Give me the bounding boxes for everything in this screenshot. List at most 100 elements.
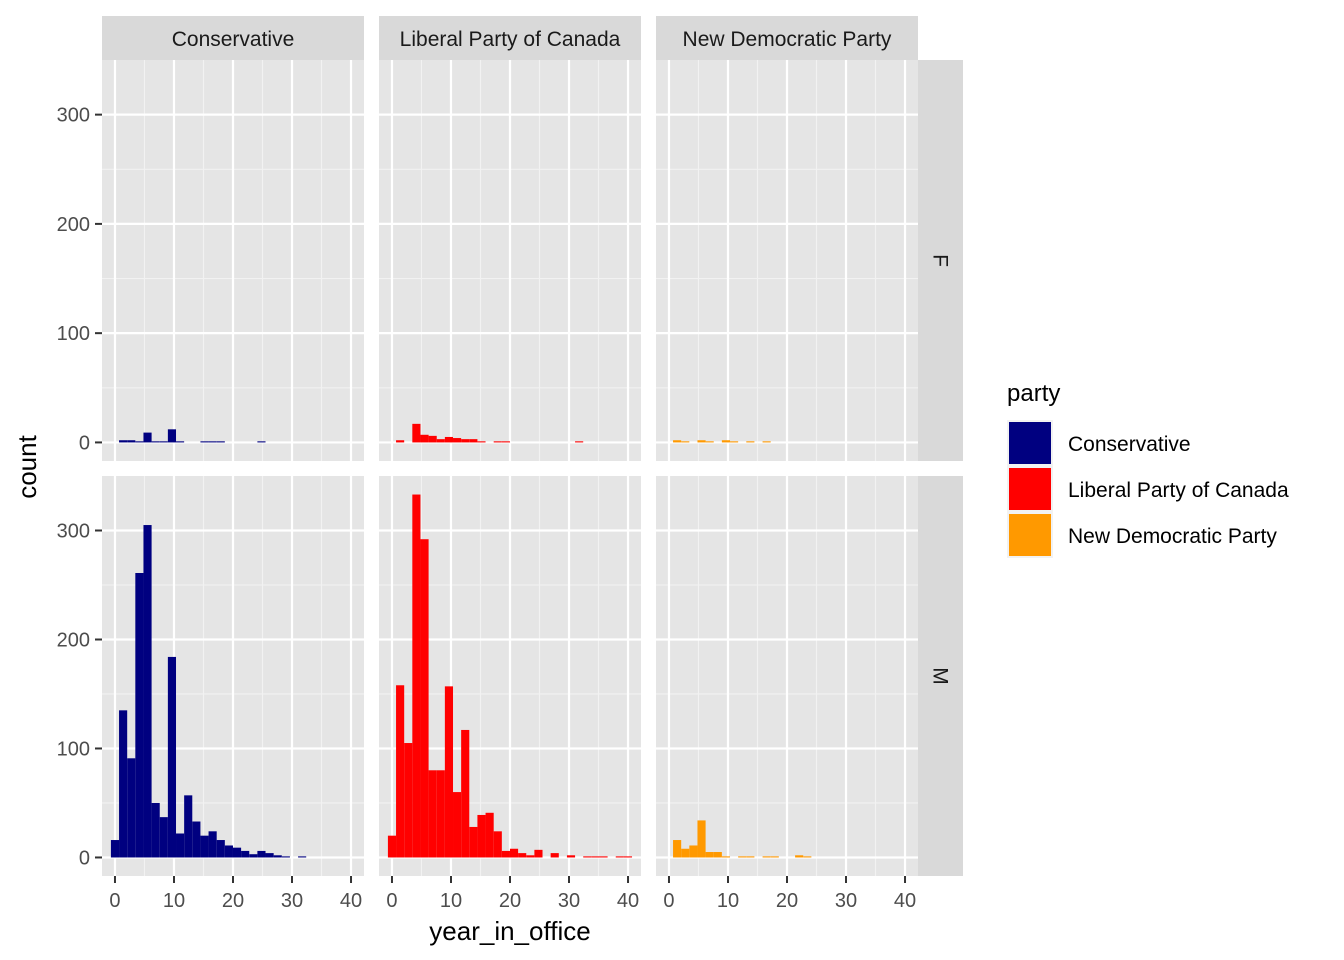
histogram-bar xyxy=(501,441,510,443)
strip-label: New Democratic Party xyxy=(683,28,892,51)
histogram-bar xyxy=(420,434,429,443)
histogram-bar xyxy=(469,826,478,858)
histogram-bar xyxy=(485,812,494,858)
strip-background xyxy=(102,16,364,60)
x-tick-label: 40 xyxy=(894,890,916,912)
histogram-bar xyxy=(110,840,120,858)
histogram-bar xyxy=(721,856,731,858)
strip-label: F xyxy=(929,254,952,267)
histogram-bar xyxy=(428,435,437,443)
histogram-bar xyxy=(689,845,698,858)
x-tick-label: 30 xyxy=(281,890,303,912)
histogram-bar xyxy=(412,423,421,443)
histogram-bar xyxy=(681,441,690,443)
y-tick-label: 200 xyxy=(57,629,90,651)
histogram-bar xyxy=(281,856,290,858)
histogram-bar xyxy=(159,817,168,858)
legend-swatch xyxy=(1009,468,1051,510)
y-tick-label: 100 xyxy=(57,323,90,345)
x-tick-label: 0 xyxy=(109,890,120,912)
histogram-bar xyxy=(673,840,682,858)
histogram-bar xyxy=(566,855,576,858)
strip-conservative: Conservative xyxy=(102,16,364,60)
histogram-bar xyxy=(501,850,510,858)
histogram-bar xyxy=(469,439,478,443)
histogram-bar xyxy=(200,441,209,443)
histogram-bar xyxy=(705,852,714,858)
legend-item-liberal-party-of-canada: Liberal Party of Canada xyxy=(1007,466,1289,512)
y-axis-title: count xyxy=(12,434,42,498)
histogram-bar xyxy=(721,440,731,443)
histogram-bar xyxy=(420,539,429,858)
y-tick-label: 0 xyxy=(79,432,90,454)
x-tick-label: 10 xyxy=(440,890,462,912)
histogram-bar xyxy=(224,845,233,858)
histogram-bar xyxy=(119,710,128,858)
histogram-bar xyxy=(192,821,201,858)
histogram-bar xyxy=(697,820,706,858)
histogram-bar xyxy=(127,758,136,858)
strip-label: M xyxy=(929,667,952,685)
x-tick-label: 30 xyxy=(558,890,580,912)
histogram-bar xyxy=(143,525,152,858)
histogram-bar xyxy=(746,441,755,443)
histogram-bar xyxy=(453,438,462,443)
legend-title: party xyxy=(1007,380,1060,407)
histogram-bar xyxy=(477,441,486,443)
histogram-bar xyxy=(436,439,445,443)
histogram-bar xyxy=(404,743,413,858)
strip-new-democratic-party: New Democratic Party xyxy=(656,16,918,60)
histogram-bar xyxy=(135,441,144,443)
histogram-bar xyxy=(493,831,502,858)
histogram-bar xyxy=(803,856,812,858)
legend-label: Liberal Party of Canada xyxy=(1068,479,1289,502)
histogram-bar xyxy=(697,440,706,443)
legend-swatch xyxy=(1009,514,1051,556)
histogram-bar xyxy=(159,441,168,443)
histogram-bar xyxy=(477,814,486,858)
panel-conservative-m xyxy=(102,476,364,876)
histogram-bar xyxy=(151,802,160,858)
x-tick-label: 20 xyxy=(776,890,798,912)
histogram-bar xyxy=(591,856,600,858)
panels-layer xyxy=(102,60,918,876)
histogram-bar xyxy=(167,656,177,858)
histogram-bar xyxy=(730,441,739,443)
histogram-bar xyxy=(176,441,185,443)
x-tick-label: 30 xyxy=(835,890,857,912)
strip-label: Liberal Party of Canada xyxy=(400,28,621,51)
x-tick-label: 40 xyxy=(617,890,639,912)
x-tick-label: 10 xyxy=(163,890,185,912)
histogram-bar xyxy=(518,853,527,858)
histogram-bar xyxy=(575,441,584,443)
histogram-bar xyxy=(387,835,397,858)
histogram-bar xyxy=(534,849,543,858)
histogram-bar xyxy=(265,853,274,858)
strip-background xyxy=(379,16,641,60)
histogram-bar xyxy=(461,439,470,443)
histogram-bar xyxy=(615,856,624,858)
histogram-bar xyxy=(208,831,217,858)
histogram-bar xyxy=(673,440,682,443)
x-tick-label: 10 xyxy=(717,890,739,912)
histogram-bar xyxy=(396,440,405,443)
histogram-bar xyxy=(770,856,779,858)
strip-row-m: M xyxy=(918,476,963,876)
histogram-bar xyxy=(208,441,217,443)
strips-layer: Conservative Liberal Party of Canada New D… xyxy=(102,16,963,876)
legend-label: Conservative xyxy=(1068,433,1191,456)
x-tick-label: 40 xyxy=(340,890,362,912)
histogram-bar xyxy=(257,441,266,443)
histogram-bar xyxy=(216,441,225,443)
histogram-bar xyxy=(257,850,266,858)
strip-label: Conservative xyxy=(172,28,295,51)
histogram-bar xyxy=(509,848,519,858)
histogram-bar xyxy=(298,856,307,858)
histogram-bar xyxy=(216,840,225,858)
histogram-bar xyxy=(762,441,771,443)
panel-liberal-party-of-canada-m xyxy=(379,476,641,876)
histogram-bar xyxy=(681,848,690,858)
histogram-bar xyxy=(444,686,454,858)
x-tick-label: 20 xyxy=(499,890,521,912)
